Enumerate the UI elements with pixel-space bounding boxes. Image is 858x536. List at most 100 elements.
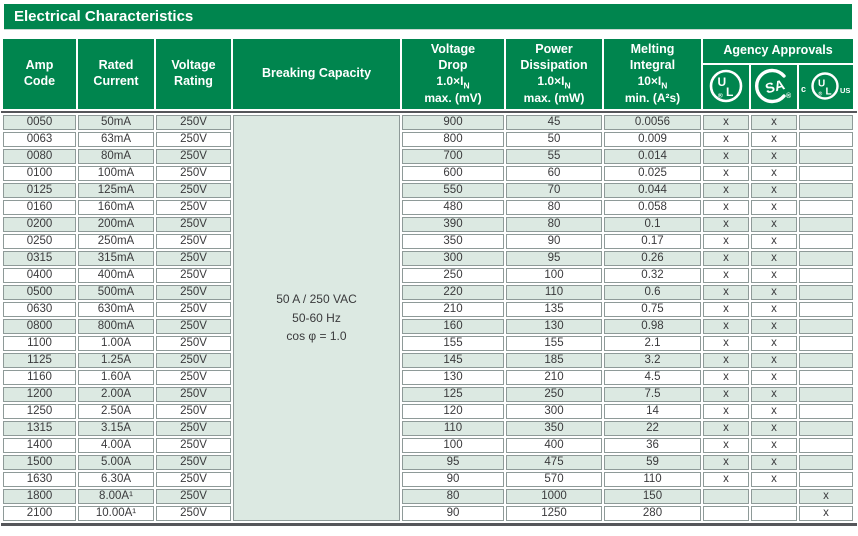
melting-integral-cell: 59	[604, 455, 701, 470]
power-dissipation-cell: 95	[506, 251, 602, 266]
melting-integral-cell: 0.98	[604, 319, 701, 334]
power-dissipation-cell: 50	[506, 132, 602, 147]
ul-approval-cell: x	[703, 251, 749, 266]
power-dissipation-cell: 80	[506, 217, 602, 232]
amp-code-cell: 0160	[3, 200, 76, 215]
csa-approval-cell: x	[751, 149, 797, 164]
svg-text:®: ®	[786, 92, 792, 100]
melting-integral-cell: 0.009	[604, 132, 701, 147]
ul-approval-cell: x	[703, 115, 749, 130]
ul-approval-cell: x	[703, 353, 749, 368]
voltage-rating-cell: 250V	[156, 353, 231, 368]
amp-code-cell: 1800	[3, 489, 76, 504]
table-row: 1630 6.30A 250V 90 570 110 x x	[3, 472, 853, 487]
power-dissipation-cell: 45	[506, 115, 602, 130]
voltage-drop-cell: 125	[402, 387, 504, 402]
ul-approval-cell: x	[703, 183, 749, 198]
csa-approval-cell: x	[751, 166, 797, 181]
amp-code-cell: 0500	[3, 285, 76, 300]
amp-code-cell: 0125	[3, 183, 76, 198]
ul-approval-cell: x	[703, 404, 749, 419]
melting-integral-cell: 0.025	[604, 166, 701, 181]
power-dissipation-label: Power Dissipation	[520, 42, 588, 72]
ul-approval-cell: x	[703, 455, 749, 470]
amp-code-cell: 1500	[3, 455, 76, 470]
voltage-rating-cell: 250V	[156, 132, 231, 147]
table-row: 1125 1.25A 250V 145 185 3.2 x x	[3, 353, 853, 368]
csa-approval-cell: x	[751, 268, 797, 283]
voltage-drop-cell: 600	[402, 166, 504, 181]
voltage-drop-cell: 95	[402, 455, 504, 470]
voltage-drop-cell: 145	[402, 353, 504, 368]
csa-approval-cell	[751, 489, 797, 504]
ul-approval-cell: x	[703, 166, 749, 181]
melting-integral-cell: 0.6	[604, 285, 701, 300]
amp-code-cell: 1400	[3, 438, 76, 453]
cul-us-approval-cell	[799, 455, 853, 470]
electrical-characteristics-table: Amp Code Rated Current Voltage Rating Br…	[1, 37, 857, 526]
power-dissipation-header: Power Dissipation 1.0×IN max. (mW)	[506, 39, 602, 109]
voltage-drop-cell: 160	[402, 319, 504, 334]
cul-us-icon: c U L ® US	[799, 65, 854, 109]
table-row: 1800 8.00A¹ 250V 80 1000 150 x	[3, 489, 853, 504]
rated-current-cell: 2.50A	[78, 404, 154, 419]
melting-integral-cell: 2.1	[604, 336, 701, 351]
cul-us-approval-cell	[799, 319, 853, 334]
cul-us-approval-cell	[799, 387, 853, 402]
melting-integral-cell: 0.75	[604, 302, 701, 317]
body-table: 0050 50mA 250V 50 A / 250 VAC 50-60 Hz cos …	[1, 113, 855, 523]
rated-current-cell: 4.00A	[78, 438, 154, 453]
amp-code-cell: 1160	[3, 370, 76, 385]
svg-text:®: ®	[718, 92, 723, 100]
power-dissipation-cell: 350	[506, 421, 602, 436]
voltage-rating-cell: 250V	[156, 285, 231, 300]
ul-approval-cell: x	[703, 132, 749, 147]
csa-approval-cell: x	[751, 200, 797, 215]
melting-integral-cell: 0.058	[604, 200, 701, 215]
rated-current-cell: 250mA	[78, 234, 154, 249]
rated-current-cell: 160mA	[78, 200, 154, 215]
melting-integral-cell: 14	[604, 404, 701, 419]
csa-approval-cell: x	[751, 421, 797, 436]
cul-us-approval-cell: x	[799, 489, 853, 504]
ul-approval-cell: x	[703, 421, 749, 436]
table-row: 1100 1.00A 250V 155 155 2.1 x x	[3, 336, 853, 351]
amp-code-cell: 2100	[3, 506, 76, 521]
cul-us-approval-cell	[799, 149, 853, 164]
cul-us-approval-cell	[799, 336, 853, 351]
body-rows: 0050 50mA 250V 50 A / 250 VAC 50-60 Hz cos …	[3, 115, 853, 521]
voltage-drop-cell: 220	[402, 285, 504, 300]
cul-us-approval-cell	[799, 438, 853, 453]
power-dissipation-cell: 60	[506, 166, 602, 181]
csa-approval-cell: x	[751, 302, 797, 317]
table-row: 0315 315mA 250V 300 95 0.26 x x	[3, 251, 853, 266]
csa-approval-cell	[751, 506, 797, 521]
breaking-capacity-cell: 50 A / 250 VAC 50-60 Hz cos φ = 1.0	[233, 115, 400, 521]
table-row: 2100 10.00A¹ 250V 90 1250 280 x	[3, 506, 853, 521]
cul-us-approval-cell: x	[799, 506, 853, 521]
power-dissipation-cell: 210	[506, 370, 602, 385]
voltage-drop-cell: 250	[402, 268, 504, 283]
power-dissipation-cell: 110	[506, 285, 602, 300]
svg-text:U: U	[818, 79, 825, 90]
melting-integral-cell: 4.5	[604, 370, 701, 385]
rated-current-cell: 125mA	[78, 183, 154, 198]
ul-approval-cell: x	[703, 319, 749, 334]
power-dissipation-cell: 90	[506, 234, 602, 249]
ul-approval-cell: x	[703, 302, 749, 317]
voltage-rating-header: Voltage Rating	[156, 39, 231, 109]
ul-approval-cell: x	[703, 200, 749, 215]
rated-current-cell: 315mA	[78, 251, 154, 266]
power-dissipation-cell: 185	[506, 353, 602, 368]
ul-approval-cell: x	[703, 234, 749, 249]
amp-code-cell: 1315	[3, 421, 76, 436]
rated-current-cell: 3.15A	[78, 421, 154, 436]
melting-integral-label: Melting Integral	[629, 42, 676, 72]
table-row: 1500 5.00A 250V 95 475 59 x x	[3, 455, 853, 470]
voltage-rating-cell: 250V	[156, 387, 231, 402]
voltage-rating-cell: 250V	[156, 302, 231, 317]
ul-approval-cell: x	[703, 336, 749, 351]
amp-code-cell: 0050	[3, 115, 76, 130]
amp-code-cell: 0200	[3, 217, 76, 232]
amp-code-cell: 1200	[3, 387, 76, 402]
